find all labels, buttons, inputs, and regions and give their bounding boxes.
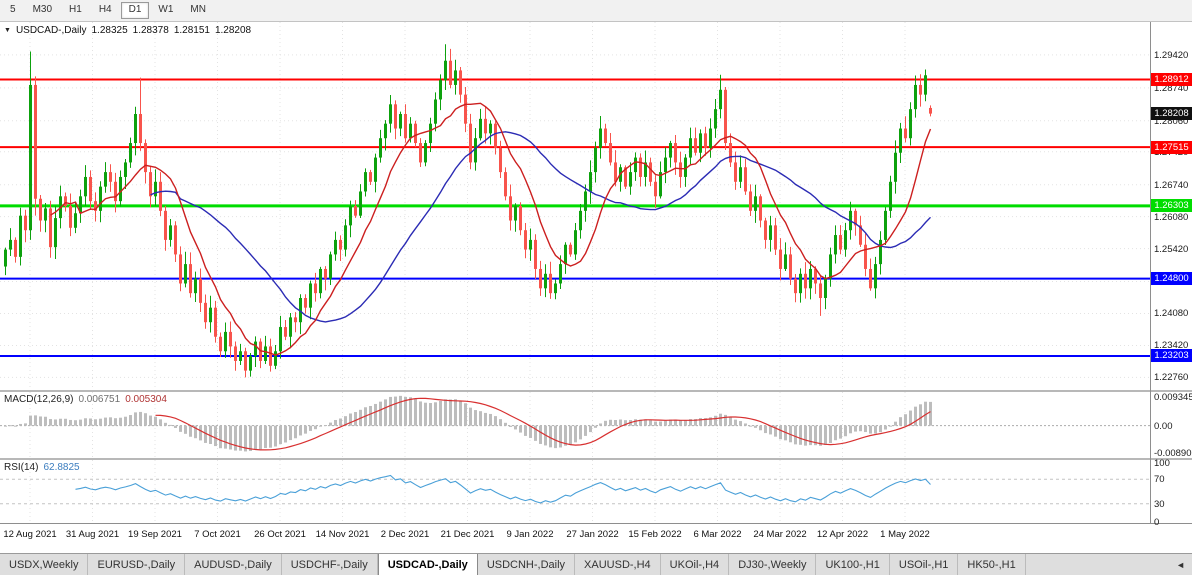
timeframe-button-h4[interactable]: H4	[98, 4, 112, 15]
panel-splitter[interactable]	[0, 458, 1192, 460]
date-axis-label: 31 Aug 2021	[65, 529, 120, 540]
date-axis-label: 9 Jan 2022	[506, 529, 554, 540]
timeframe-toolbar: 5 M30 H1 H4 D1 W1 MN	[0, 0, 1192, 22]
timeframe-button-m30[interactable]: M30	[32, 4, 53, 15]
date-axis-label: 24 Mar 2022	[753, 529, 807, 540]
chart-tab-ukoil-h4[interactable]: UKOil-,H4	[661, 554, 730, 575]
date-axis-label: 1 May 2022	[880, 529, 930, 540]
timeframe-button-d1[interactable]: D1	[120, 2, 150, 19]
chart-tab-uk100-h1[interactable]: UK100-,H1	[816, 554, 890, 575]
chart-tabs-bar: USDX,Weekly EURUSD-,Daily AUDUSD-,Daily USD…	[0, 553, 1192, 575]
rsi-axis-label: 30	[1154, 498, 1165, 510]
price-axis-label: 1.22760	[1154, 372, 1189, 384]
price-chart-canvas[interactable]	[0, 22, 1150, 390]
price-axis-label: 1.26740	[1154, 179, 1189, 191]
date-axis-label: 21 Dec 2021	[440, 529, 495, 540]
date-axis-label: 19 Sep 2021	[128, 529, 182, 540]
hline-price-badge[interactable]: 1.27515	[1151, 140, 1192, 154]
date-axis-label: 27 Jan 2022	[566, 529, 619, 540]
macd-canvas[interactable]	[0, 392, 1150, 458]
date-axis-label: 12 Aug 2021	[3, 529, 57, 540]
chart-tab-xauusd-h4[interactable]: XAUUSD-,H4	[575, 554, 661, 575]
chart-tab-usoil-h1[interactable]: USOil-,H1	[890, 554, 959, 575]
timeframe-button-h1[interactable]: H1	[69, 4, 82, 15]
rsi-axis-label: 0	[1154, 517, 1160, 528]
timeframe-button-5[interactable]: 5	[10, 4, 16, 15]
timeframe-button-mn[interactable]: MN	[190, 4, 206, 15]
macd-indicator-panel[interactable]: MACD(12,26,9) 0.006751 0.005304	[0, 392, 1150, 458]
date-axis-label: 15 Feb 2022	[628, 529, 682, 540]
price-axis[interactable]: 1.294201.287401.280601.274201.267401.260…	[1151, 22, 1192, 553]
price-axis-label: 1.29420	[1154, 49, 1189, 61]
hline-price-badge[interactable]: 1.24800	[1151, 272, 1192, 286]
chart-tab-eurusd-daily[interactable]: EURUSD-,Daily	[88, 554, 186, 575]
rsi-indicator-panel[interactable]: RSI(14) 62.8825	[0, 460, 1150, 523]
date-axis-label: 6 Mar 2022	[693, 529, 742, 540]
time-axis-line	[0, 523, 1192, 524]
chart-area[interactable]: ▼ USDCAD-,Daily 1.28325 1.28378 1.28151 …	[0, 22, 1192, 553]
date-axis-label: 14 Nov 2021	[315, 529, 370, 540]
chart-tab-usdx-weekly[interactable]: USDX,Weekly	[0, 554, 89, 575]
chart-tab-dj30-weekly[interactable]: DJ30-,Weekly	[729, 554, 817, 575]
macd-axis-label: -0.008902	[1154, 448, 1192, 459]
rsi-axis-label: 70	[1154, 474, 1165, 486]
rsi-axis-label: 100	[1154, 458, 1170, 469]
chart-tab-usdchf-daily[interactable]: USDCHF-,Daily	[282, 554, 378, 575]
chart-tab-audusd-daily[interactable]: AUDUSD-,Daily	[185, 554, 282, 575]
date-axis-label: 2 Dec 2021	[380, 529, 430, 540]
macd-axis-label: 0.00	[1154, 420, 1173, 432]
rsi-canvas[interactable]	[0, 460, 1150, 523]
hline-price-badge[interactable]: 1.28912	[1151, 73, 1192, 87]
date-axis-label: 26 Oct 2021	[254, 529, 306, 540]
panel-splitter[interactable]	[0, 390, 1192, 392]
price-chart-panel[interactable]: ▼ USDCAD-,Daily 1.28325 1.28378 1.28151 …	[0, 22, 1150, 390]
hline-price-badge[interactable]: 1.26303	[1151, 199, 1192, 213]
chart-tab-hk50-h1[interactable]: HK50-,H1	[958, 554, 1026, 575]
macd-axis-label: 0.009345	[1154, 392, 1192, 403]
price-axis-separator	[1150, 22, 1151, 523]
price-axis-label: 1.25420	[1154, 243, 1189, 255]
hline-price-badge[interactable]: 1.23203	[1151, 349, 1192, 363]
date-axis-label: 7 Oct 2021	[194, 529, 241, 540]
current-price-badge: 1.28208	[1151, 107, 1192, 121]
date-axis-label: 12 Apr 2022	[816, 529, 869, 540]
price-axis-label: 1.28740	[1154, 82, 1189, 94]
price-axis-label: 1.26080	[1154, 211, 1189, 223]
chart-tab-usdcad-daily[interactable]: USDCAD-,Daily	[377, 554, 478, 575]
tab-scroll-left-icon[interactable]: ◄	[1176, 559, 1185, 570]
chart-tab-usdcnh-daily[interactable]: USDCNH-,Daily	[478, 554, 576, 575]
timeframe-button-w1[interactable]: W1	[158, 4, 174, 15]
price-axis-label: 1.24080	[1154, 308, 1189, 320]
price-axis-label: 1.28060	[1154, 115, 1189, 127]
price-axis-label: 1.23420	[1154, 340, 1189, 352]
time-axis[interactable]: 12 Aug 2021 31 Aug 2021 19 Sep 2021 7 Oct 2…	[0, 525, 1192, 553]
